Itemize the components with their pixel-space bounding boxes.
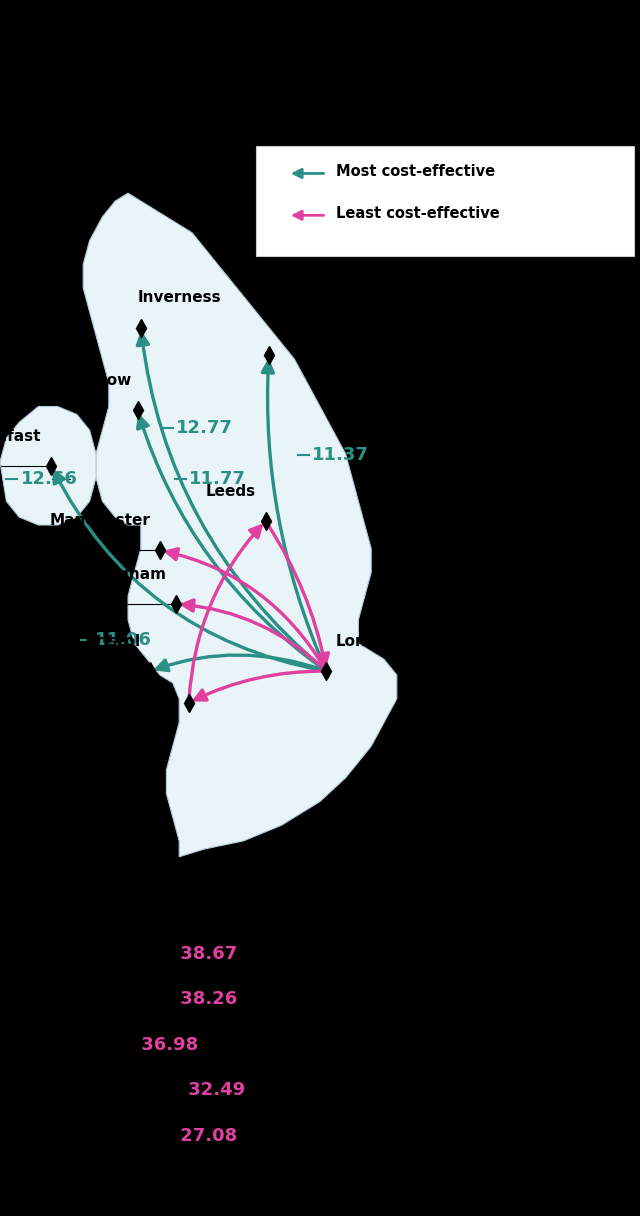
Text: Inverness: Inverness bbox=[138, 291, 221, 305]
Polygon shape bbox=[0, 406, 96, 525]
Text: 32.49: 32.49 bbox=[182, 1081, 245, 1099]
Text: 12.66: 12.66 bbox=[20, 471, 77, 488]
Text: Southampton: Southampton bbox=[63, 699, 179, 715]
Text: Bristol: Bristol bbox=[84, 634, 141, 649]
Text: Belfast: Belfast bbox=[0, 428, 42, 444]
Text: 11.77: 11.77 bbox=[189, 471, 246, 488]
Text: Leeds: Leeds bbox=[206, 484, 256, 499]
Text: London: London bbox=[336, 634, 399, 649]
FancyBboxPatch shape bbox=[256, 146, 634, 257]
Text: 12.77: 12.77 bbox=[176, 418, 233, 437]
Text: Least cost-effective: Least cost-effective bbox=[336, 207, 500, 221]
Text: London > Birmingham: London > Birmingham bbox=[26, 1127, 250, 1144]
Polygon shape bbox=[83, 193, 397, 857]
Text: 11.06: 11.06 bbox=[95, 631, 152, 648]
Text: Birmingham: Birmingham bbox=[63, 567, 166, 582]
Text: 100 mi: 100 mi bbox=[515, 1107, 573, 1121]
Text: London > Southampton: London > Southampton bbox=[26, 1081, 264, 1099]
Text: 38.67: 38.67 bbox=[174, 945, 237, 963]
Text: 36.98: 36.98 bbox=[135, 1036, 198, 1053]
Text: 27.08: 27.08 bbox=[174, 1127, 237, 1144]
Text: Glasgow: Glasgow bbox=[59, 373, 131, 388]
Text: Southampton > Leeds: Southampton > Leeds bbox=[26, 990, 249, 1008]
Text: Most cost-effective: Most cost-effective bbox=[336, 164, 495, 180]
Text: Manchester: Manchester bbox=[49, 513, 150, 528]
Text: Aberdeen: Aberdeen bbox=[275, 319, 358, 333]
Text: Leeds > London: Leeds > London bbox=[26, 1036, 186, 1053]
Text: 38.26: 38.26 bbox=[174, 990, 237, 1008]
Text: London > Manchester: London > Manchester bbox=[26, 945, 246, 963]
Text: 11.37: 11.37 bbox=[312, 446, 369, 465]
